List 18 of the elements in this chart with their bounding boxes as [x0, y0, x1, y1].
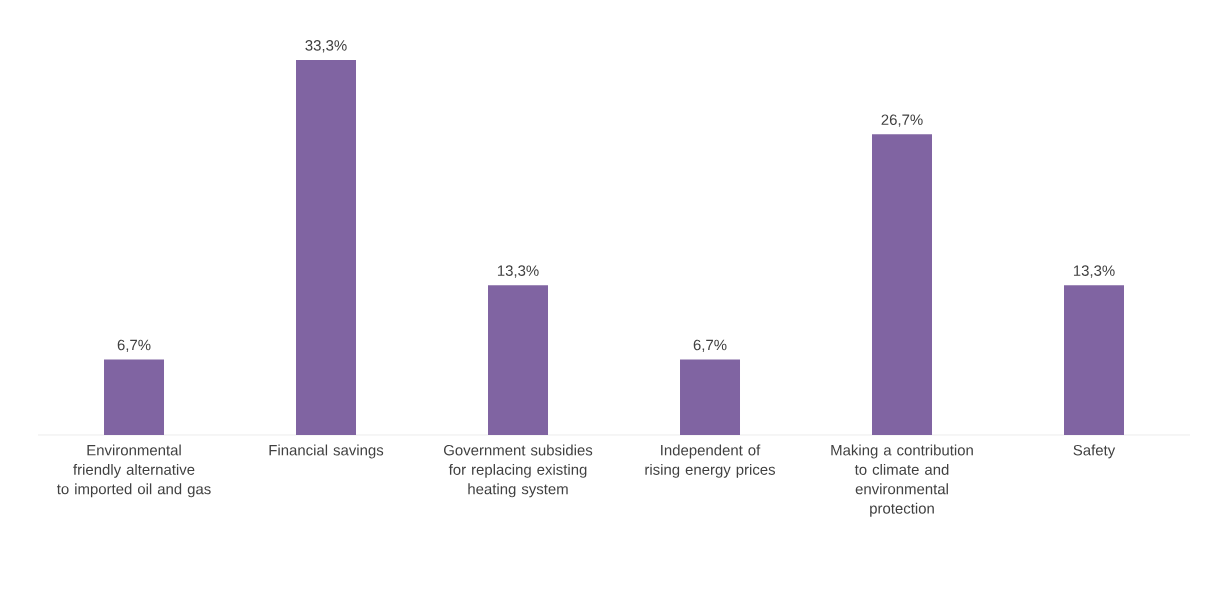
bar	[872, 134, 933, 435]
bar	[104, 359, 165, 435]
x-tick-label: Financial savings	[269, 444, 384, 459]
x-tick-label: Safety	[1073, 444, 1116, 459]
bar	[488, 285, 549, 435]
x-tick-label: Independent of rising energy prices	[645, 444, 776, 478]
data-label: 13,3%	[1073, 265, 1115, 278]
data-label: 13,3%	[497, 265, 539, 278]
x-tick-label: Government subsidies for replacing existing heating system	[444, 444, 593, 498]
data-label: 6,7%	[117, 339, 151, 353]
data-label: 33,3%	[305, 40, 347, 53]
bar	[1064, 285, 1124, 435]
x-tick-label: Environmental friendly alternative to imported oil and gas	[56, 444, 211, 498]
data-label: 6,7%	[693, 339, 727, 353]
x-tick-label: Making a contribution to climate and environmental protection	[831, 444, 973, 517]
data-label: 26,7%	[881, 114, 923, 127]
bar	[680, 359, 741, 435]
bar	[296, 59, 357, 435]
